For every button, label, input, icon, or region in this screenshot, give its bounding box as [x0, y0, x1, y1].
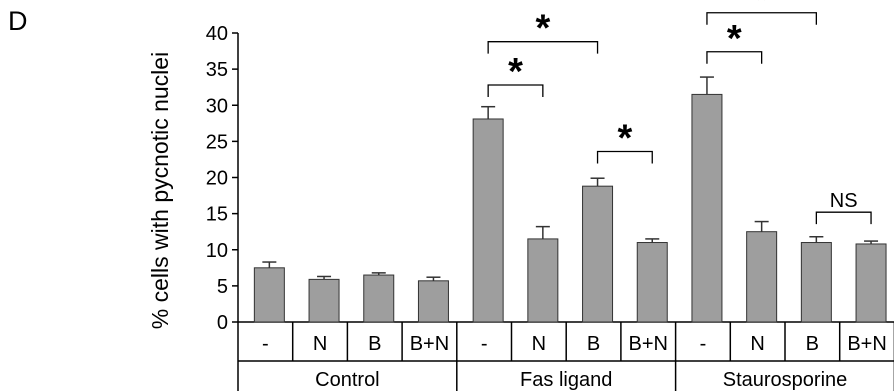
group-label: Staurosporine: [723, 369, 848, 391]
significance-bracket: [487, 84, 544, 98]
y-tick-label: 10: [206, 240, 228, 262]
bar: [363, 274, 395, 323]
bar-label: N: [750, 333, 764, 355]
bar-label: B: [587, 333, 600, 355]
significance-label: NS: [830, 190, 858, 212]
bar: [308, 278, 340, 323]
bar: [527, 238, 559, 323]
y-tick-label: 25: [206, 131, 228, 153]
y-tick-label: 0: [217, 312, 228, 334]
significance-star: *: [618, 117, 633, 159]
bar-label: N: [313, 333, 327, 355]
group-label: Fas ligand: [520, 369, 612, 391]
significance-bracket: [487, 41, 599, 54]
significance-bracket: [706, 51, 763, 64]
y-tick-label: 35: [206, 59, 228, 81]
bar: [582, 185, 614, 323]
panel-label: D: [8, 6, 28, 36]
y-tick-label: 30: [206, 95, 228, 117]
significance-star: *: [508, 51, 523, 93]
bar-label: B+N: [847, 333, 886, 355]
significance-bracket: [596, 150, 653, 164]
y-tick-label: 5: [217, 276, 228, 298]
bar-label: -: [262, 333, 269, 355]
bar: [636, 242, 668, 323]
bar-label: -: [700, 333, 707, 355]
bar: [691, 93, 723, 323]
bar: [417, 280, 449, 323]
group-label: Control: [315, 369, 379, 391]
y-axis-label: % cells with pycnotic nuclei: [147, 52, 173, 329]
bar: [253, 267, 285, 323]
bar-label: B: [806, 333, 819, 355]
bar: [746, 231, 778, 323]
y-tick-label: 20: [206, 168, 228, 190]
bar: [472, 118, 504, 323]
significance-star: *: [535, 8, 550, 50]
bar-label: B: [368, 333, 381, 355]
significance-star: *: [727, 18, 742, 60]
bar-label: N: [532, 333, 546, 355]
y-tick-label: 40: [206, 23, 228, 45]
bar-label: B+N: [629, 333, 668, 355]
bar-label: B+N: [410, 333, 449, 355]
significance-star: *: [754, 0, 769, 21]
bar: [855, 243, 887, 323]
significance-bracket: [706, 12, 817, 25]
significance-bracket: [815, 211, 872, 225]
bar: [800, 242, 832, 323]
bar-label: -: [481, 333, 488, 355]
y-tick-label: 15: [206, 204, 228, 226]
